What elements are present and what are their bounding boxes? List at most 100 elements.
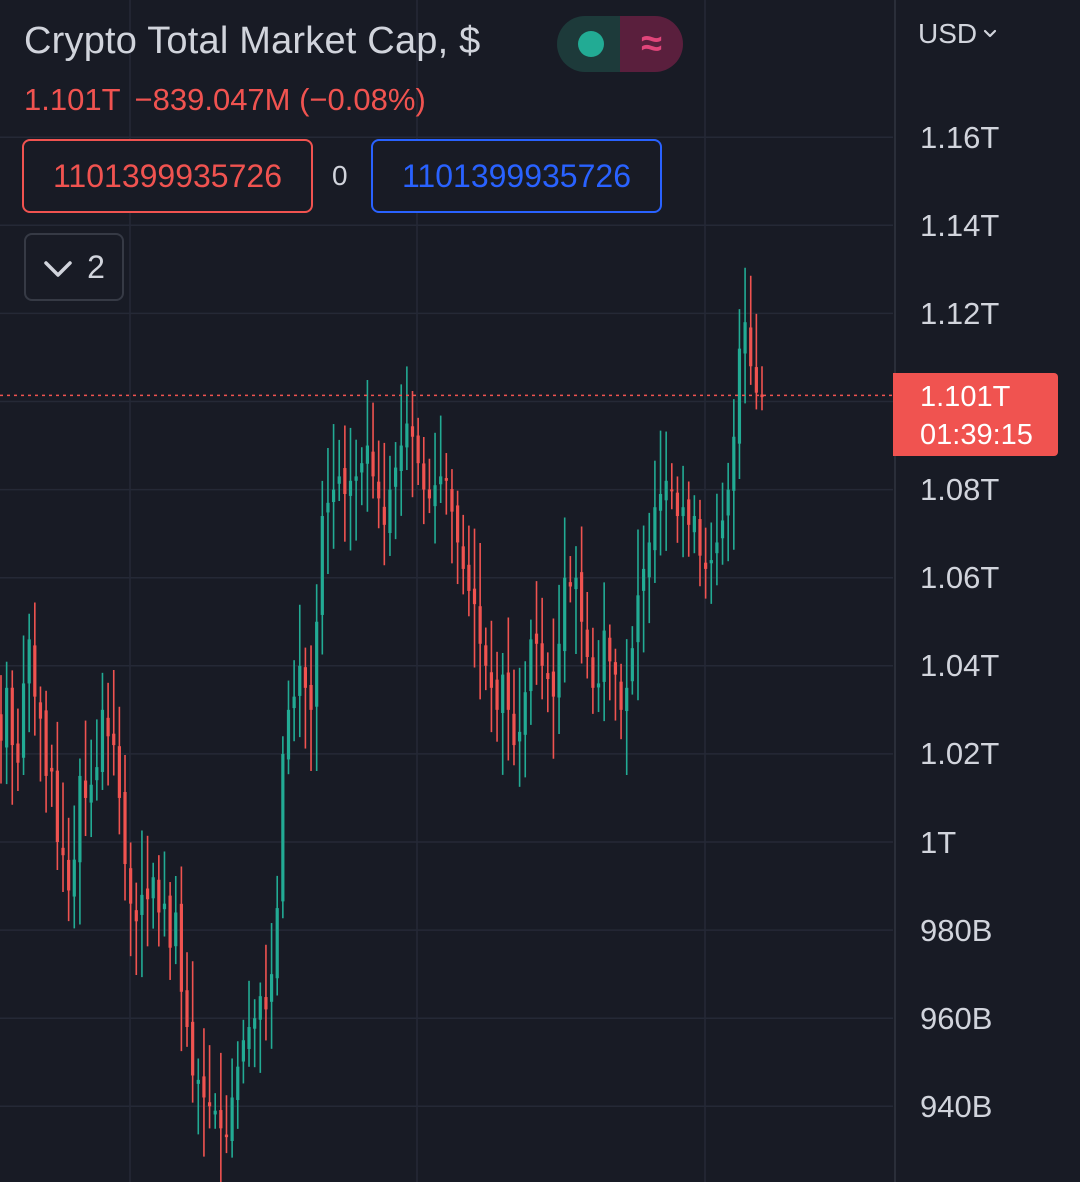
candle[interactable] [630, 626, 634, 695]
indicators-toggle-button[interactable]: 2 [24, 233, 124, 301]
candle[interactable] [224, 1095, 229, 1154]
candle[interactable] [61, 782, 65, 892]
candle[interactable] [726, 462, 730, 562]
candle[interactable] [596, 640, 601, 713]
candle[interactable] [44, 690, 48, 813]
candle[interactable] [292, 660, 296, 742]
candle[interactable] [625, 639, 629, 776]
candle[interactable] [405, 366, 409, 471]
market-status-toggle[interactable]: ≈ [557, 16, 683, 72]
candle[interactable] [439, 415, 443, 504]
candle[interactable] [692, 495, 696, 554]
candle[interactable] [179, 866, 183, 1052]
candle[interactable] [106, 682, 110, 786]
candle[interactable] [89, 739, 93, 838]
candle[interactable] [546, 652, 550, 713]
candle[interactable] [602, 582, 606, 722]
candle[interactable] [557, 584, 561, 735]
candle[interactable] [670, 463, 674, 510]
candle[interactable] [456, 490, 460, 585]
candle[interactable] [642, 525, 646, 653]
candle[interactable] [377, 440, 381, 529]
candle[interactable] [5, 661, 9, 785]
candle[interactable] [298, 604, 302, 738]
candle[interactable] [264, 944, 268, 1041]
candle[interactable] [658, 430, 663, 556]
candle[interactable] [50, 744, 54, 807]
candle[interactable] [450, 469, 454, 564]
candle[interactable] [754, 313, 758, 410]
candle[interactable] [213, 1093, 217, 1129]
candle[interactable] [427, 458, 432, 514]
candle[interactable] [281, 736, 285, 919]
candle[interactable] [675, 476, 680, 543]
candle[interactable] [653, 460, 657, 583]
sell-price-box[interactable]: 1101399935726 [22, 139, 313, 213]
candle[interactable] [269, 923, 274, 1049]
candle[interactable] [619, 663, 623, 740]
candle[interactable] [580, 526, 584, 664]
candle[interactable] [320, 480, 324, 655]
candle[interactable] [112, 669, 116, 776]
candle[interactable] [134, 882, 138, 976]
candle[interactable] [709, 522, 713, 604]
candle[interactable] [467, 525, 471, 617]
candle[interactable] [315, 584, 319, 772]
candle[interactable] [568, 556, 572, 603]
candle[interactable] [0, 675, 3, 784]
candle[interactable] [698, 499, 702, 587]
candle[interactable] [540, 597, 544, 700]
candle[interactable] [10, 670, 14, 805]
candle[interactable] [309, 645, 313, 771]
candle[interactable] [100, 672, 105, 790]
candle[interactable] [72, 805, 76, 929]
candle[interactable] [253, 999, 257, 1068]
candle[interactable] [348, 427, 353, 551]
candle[interactable] [743, 267, 747, 404]
candle[interactable] [551, 618, 556, 759]
candle[interactable] [151, 862, 155, 929]
candle[interactable] [16, 708, 20, 791]
candle[interactable] [585, 591, 589, 679]
market-status-indicator[interactable] [557, 16, 620, 72]
candle[interactable] [388, 455, 392, 556]
candle[interactable] [191, 961, 195, 1103]
candle[interactable] [518, 667, 522, 787]
candle[interactable] [140, 830, 144, 978]
candle[interactable] [117, 706, 121, 835]
candle[interactable] [174, 875, 178, 965]
candle[interactable] [38, 686, 43, 782]
candle[interactable] [506, 617, 510, 761]
candle[interactable] [478, 542, 482, 700]
candle[interactable] [574, 546, 578, 655]
candle[interactable] [145, 835, 150, 947]
candle[interactable] [749, 275, 753, 385]
candle[interactable] [512, 669, 516, 766]
candle[interactable] [196, 1058, 200, 1135]
candle[interactable] [382, 442, 386, 566]
candle[interactable] [185, 952, 189, 1047]
candle[interactable] [613, 648, 618, 721]
candle[interactable] [636, 529, 640, 701]
candle[interactable] [83, 720, 88, 837]
candle[interactable] [326, 447, 330, 575]
candle[interactable] [67, 817, 71, 922]
candle[interactable] [207, 1045, 212, 1129]
candle[interactable] [337, 439, 341, 501]
candle[interactable] [202, 1028, 206, 1157]
candle[interactable] [529, 619, 533, 725]
candle[interactable] [168, 882, 172, 980]
candle[interactable] [162, 851, 167, 937]
candle[interactable] [489, 620, 494, 733]
candle[interactable] [33, 602, 37, 736]
candle[interactable] [236, 1041, 240, 1129]
candle[interactable] [608, 624, 612, 701]
price-axis[interactable] [894, 0, 1080, 1182]
candle[interactable] [331, 424, 336, 549]
candle[interactable] [393, 442, 398, 540]
candle[interactable] [737, 309, 742, 480]
candle[interactable] [55, 721, 59, 871]
candle[interactable] [275, 875, 279, 996]
candle[interactable] [399, 384, 403, 516]
candle[interactable] [563, 517, 567, 683]
